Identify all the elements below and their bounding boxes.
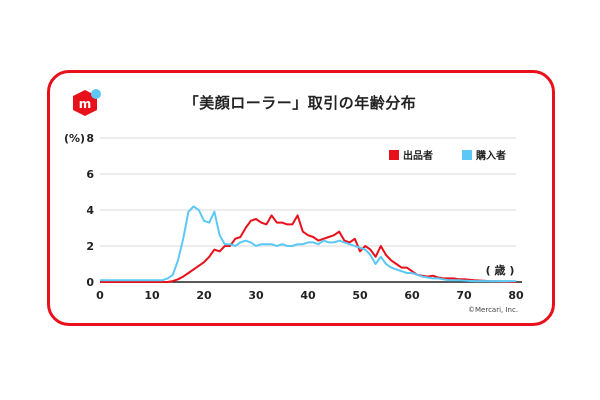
x-tick-label: 60 [404, 289, 420, 302]
series-line-seller [100, 214, 517, 283]
series-line-buyer [100, 205, 516, 283]
legend-label: 出品者 [403, 149, 433, 162]
legend-label: 購入者 [475, 149, 506, 162]
chart-title: 「美顔ローラー」取引の年齢分布 [183, 94, 417, 112]
copyright-text: ©Mercari, Inc. [468, 306, 519, 314]
x-tick-label: 70 [456, 289, 472, 302]
y-tick-label: 0 [86, 276, 94, 289]
svg-text:m: m [79, 97, 92, 111]
y-axis-label: (%) [64, 132, 85, 145]
x-tick-label: 10 [144, 289, 160, 302]
legend-swatch [389, 150, 399, 160]
x-tick-label: 0 [96, 289, 104, 302]
x-tick-label: 40 [300, 289, 316, 302]
x-axis-label: ( 歳 ) [486, 263, 515, 277]
x-tick-label: 30 [248, 289, 264, 302]
chart-card [47, 70, 555, 326]
y-tick-label: 2 [86, 240, 94, 253]
y-tick-label: 8 [86, 132, 94, 145]
mercari-logo-icon: m [73, 89, 101, 116]
x-tick-label: 20 [196, 289, 212, 302]
x-tick-label: 80 [508, 289, 524, 302]
y-tick-label: 6 [86, 168, 94, 181]
y-tick-label: 4 [86, 204, 94, 217]
x-tick-label: 50 [352, 289, 368, 302]
legend-swatch [462, 150, 472, 160]
